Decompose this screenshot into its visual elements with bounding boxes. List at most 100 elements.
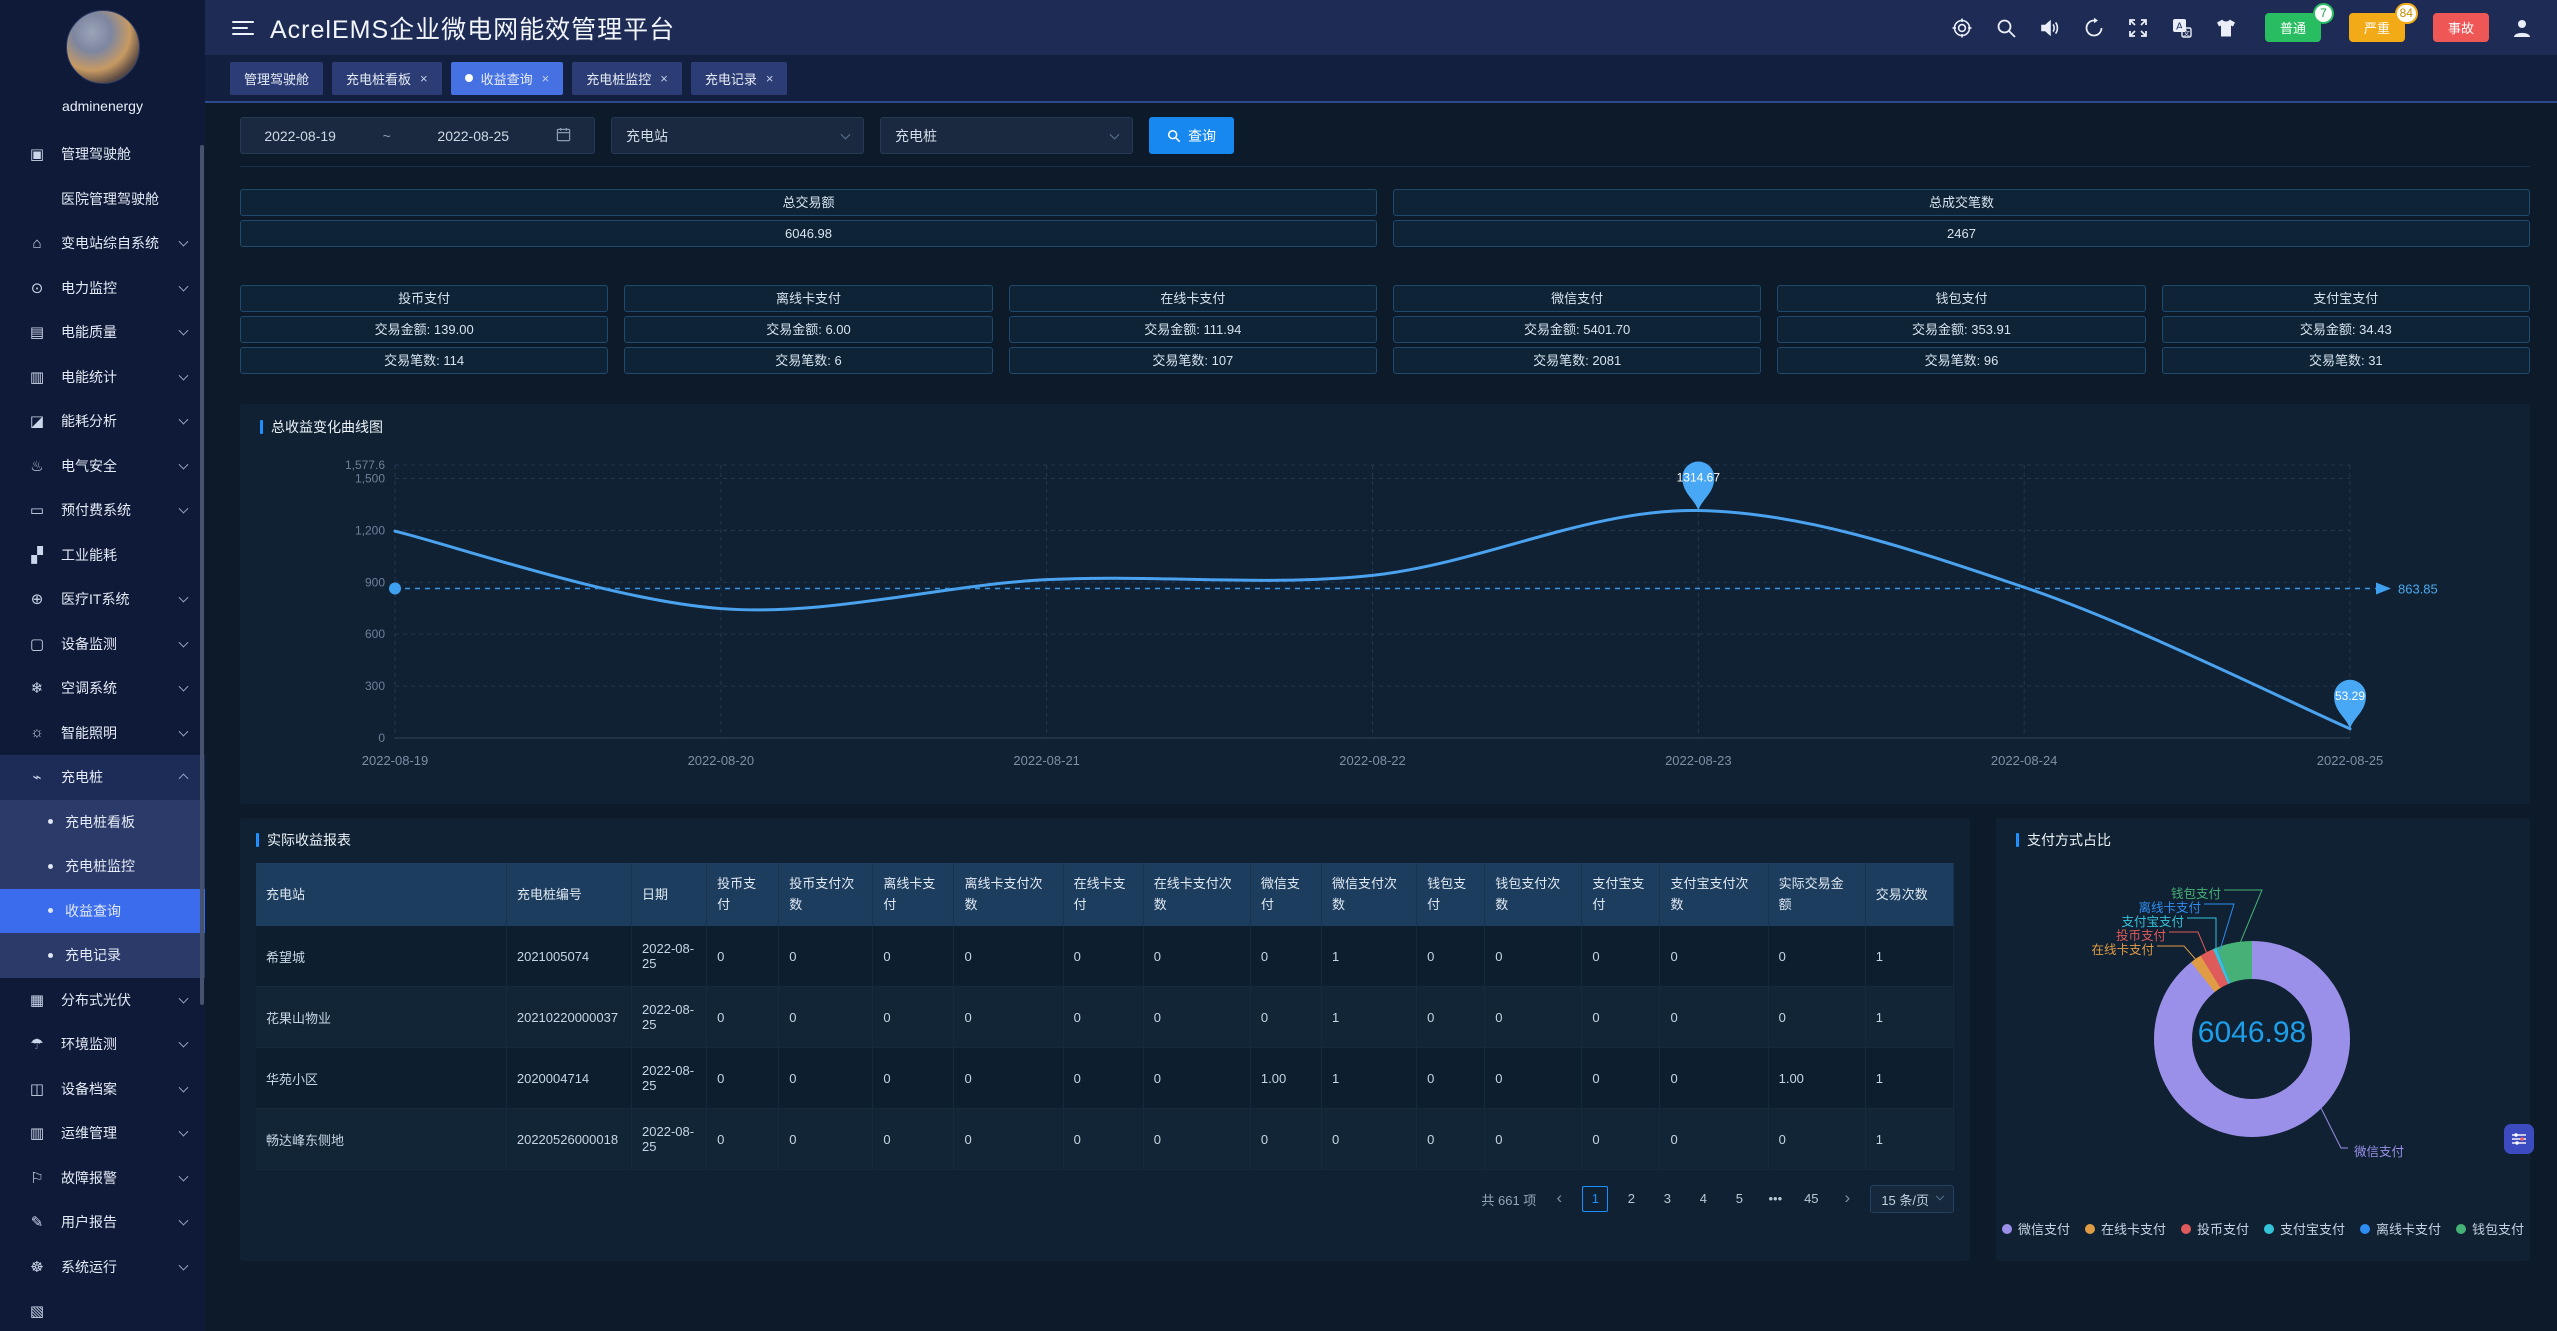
bullet-icon — [48, 864, 53, 869]
tab-bar: 管理驾驶舱 充电桩看板× 收益查询× 充电桩监控× 充电记录× — [205, 55, 2557, 103]
legend-item-alipay[interactable]: 支付宝支付 — [2264, 1219, 2345, 1238]
page-button-4[interactable]: 4 — [1690, 1186, 1716, 1212]
sidebar-item-pv[interactable]: ▦ 分布式光伏 — [0, 978, 205, 1023]
tab-close-icon[interactable]: × — [766, 71, 774, 86]
tab-pile-board[interactable]: 充电桩看板× — [332, 62, 442, 95]
tab-close-icon[interactable]: × — [420, 71, 428, 86]
svg-text:2022-08-19: 2022-08-19 — [362, 753, 429, 768]
sidebar-item-energy-stats[interactable]: ▥ 电能统计 — [0, 355, 205, 400]
sidebar-scrollbar[interactable] — [200, 145, 204, 1005]
sidebar-item-pile-board[interactable]: 充电桩看板 — [0, 800, 205, 845]
sidebar-item-electrical-safety[interactable]: ♨ 电气安全 — [0, 444, 205, 489]
page-button-5[interactable]: 5 — [1726, 1186, 1752, 1212]
chevron-down-icon — [179, 237, 189, 247]
pagination-total: 共 661 项 — [1481, 1190, 1536, 1209]
title-accent-bar — [2016, 833, 2019, 847]
tab-management-cockpit[interactable]: 管理驾驶舱 — [230, 62, 323, 95]
title-accent-bar — [256, 833, 259, 847]
fault-alarm-icon: ⚐ — [26, 1169, 48, 1187]
sidebar-item-prepaid[interactable]: ▭ 预付费系统 — [0, 488, 205, 533]
bottom-row: 实际收益报表 充电站 充电桩编号 日期 投币支付 投币支付 — [240, 818, 2530, 1261]
page-size-select[interactable]: 15 条/页 — [1870, 1185, 1954, 1213]
aim-icon[interactable] — [1951, 17, 1973, 39]
chevron-down-icon — [179, 504, 189, 514]
sidebar-item-device-archive[interactable]: ◫ 设备档案 — [0, 1067, 205, 1112]
hvac-icon: ❄ — [26, 679, 48, 697]
volume-icon[interactable] — [2039, 17, 2061, 39]
refresh-icon[interactable] — [2083, 17, 2105, 39]
page-button-1[interactable]: 1 — [1582, 1186, 1608, 1212]
sidebar-item-device-monitor[interactable]: ▢ 设备监测 — [0, 622, 205, 667]
sidebar-item-ops[interactable]: ▥ 运维管理 — [0, 1111, 205, 1156]
tab-pile-monitor[interactable]: 充电桩监控× — [572, 62, 682, 95]
user-report-icon: ✎ — [26, 1213, 48, 1231]
chevron-down-icon — [179, 415, 189, 425]
alert-accident-button[interactable]: 事故 — [2433, 13, 2489, 42]
sidebar-item-pile-monitor[interactable]: 充电桩监控 — [0, 844, 205, 889]
page-ellipsis[interactable]: ••• — [1762, 1186, 1788, 1212]
sidebar-item-lighting[interactable]: ☼ 智能照明 — [0, 711, 205, 756]
legend-item-wallet[interactable]: 钱包支付 — [2456, 1219, 2524, 1238]
pile-select[interactable]: 充电桩 — [880, 117, 1133, 154]
sidebar-item-system-run[interactable]: ☸ 系统运行 — [0, 1245, 205, 1290]
sidebar-item-user-report[interactable]: ✎ 用户报告 — [0, 1200, 205, 1245]
sidebar-item-industrial-energy[interactable]: ▞ 工业能耗 — [0, 533, 205, 578]
sidebar-menu: ▣ 管理驾驶舱 医院管理驾驶舱 ⌂ 变电站综自系统 ⊙ 电力监控 ▤ 电能质量 … — [0, 132, 205, 1331]
next-page-button[interactable]: › — [1834, 1186, 1860, 1212]
legend-item-coin[interactable]: 投币支付 — [2181, 1219, 2249, 1238]
svg-text:600: 600 — [365, 627, 385, 641]
svg-text:2022-08-23: 2022-08-23 — [1665, 753, 1732, 768]
theme-settings-fab[interactable] — [2504, 1124, 2534, 1154]
sidebar-item-management-cockpit[interactable]: ▣ 管理驾驶舱 — [0, 132, 205, 177]
sidebar-item-medical-it[interactable]: ⊕ 医疗IT系统 — [0, 577, 205, 622]
app-root: adminenergy ▣ 管理驾驶舱 医院管理驾驶舱 ⌂ 变电站综自系统 ⊙ … — [0, 0, 2557, 1331]
tab-charging-records[interactable]: 充电记录× — [691, 62, 788, 95]
chevron-down-icon — [179, 1171, 189, 1181]
tab-revenue-query[interactable]: 收益查询× — [451, 62, 564, 95]
alert-severe-button[interactable]: 严重 84 — [2349, 13, 2405, 42]
sidebar-item-substation[interactable]: ⌂ 变电站综自系统 — [0, 221, 205, 266]
legend-item-wechat[interactable]: 微信支付 — [2002, 1219, 2070, 1238]
sidebar-item-hvac[interactable]: ❄ 空调系统 — [0, 666, 205, 711]
total-amount-value: 6046.98 — [240, 220, 1377, 247]
page-button-2[interactable]: 2 — [1618, 1186, 1644, 1212]
chevron-down-icon — [179, 637, 189, 647]
svg-text:文: 文 — [2183, 28, 2190, 37]
main-content: 2022-08-19 ~ 2022-08-25 充电站 充电桩 — [205, 103, 2557, 1331]
legend-item-offline-card[interactable]: 离线卡支付 — [2360, 1219, 2441, 1238]
theme-icon[interactable] — [2215, 17, 2237, 39]
summary-row: 总交易额 6046.98 总成交笔数 2467 — [240, 189, 2530, 247]
svg-text:0: 0 — [378, 731, 385, 745]
ops-icon: ▥ — [26, 1124, 48, 1142]
tab-close-icon[interactable]: × — [660, 71, 668, 86]
sidebar-item-fault-alarm[interactable]: ⚐ 故障报警 — [0, 1156, 205, 1201]
legend-dot-icon — [2002, 1224, 2012, 1234]
sidebar-item-charging-pile[interactable]: ⌁ 充电桩 — [0, 755, 205, 800]
tab-close-icon[interactable]: × — [542, 71, 550, 86]
fullscreen-icon[interactable] — [2127, 17, 2149, 39]
table-row: 希望城20210050742022-08-2500000001000001 — [256, 926, 1954, 987]
alert-normal-button[interactable]: 普通 7 — [2265, 13, 2321, 42]
callout-online-card: 在线卡支付 — [2091, 939, 2154, 958]
station-select[interactable]: 充电站 — [611, 117, 864, 154]
sidebar-item-env-monitor[interactable]: ☂ 环境监测 — [0, 1022, 205, 1067]
prev-page-button[interactable]: ‹ — [1546, 1186, 1572, 1212]
sidebar-item-charging-records[interactable]: 充电记录 — [0, 933, 205, 978]
hamburger-menu-icon[interactable] — [232, 17, 254, 39]
sidebar-item-energy-analysis[interactable]: ◪ 能耗分析 — [0, 399, 205, 444]
page-button-3[interactable]: 3 — [1654, 1186, 1680, 1212]
svg-text:2022-08-25: 2022-08-25 — [2317, 753, 2384, 768]
page-button-45[interactable]: 45 — [1798, 1186, 1824, 1212]
search-icon — [1167, 129, 1181, 143]
date-range-input[interactable]: 2022-08-19 ~ 2022-08-25 — [240, 117, 595, 154]
query-button[interactable]: 查询 — [1149, 117, 1234, 154]
sidebar-item-hospital-cockpit[interactable]: 医院管理驾驶舱 — [0, 177, 205, 222]
legend-item-online-card[interactable]: 在线卡支付 — [2085, 1219, 2166, 1238]
sidebar-item-power-monitor[interactable]: ⊙ 电力监控 — [0, 266, 205, 311]
user-icon[interactable] — [2511, 17, 2533, 39]
search-icon[interactable] — [1995, 17, 2017, 39]
sidebar-item-partial[interactable]: ▧ — [0, 1289, 205, 1331]
sidebar-item-power-quality[interactable]: ▤ 电能质量 — [0, 310, 205, 355]
translate-icon[interactable]: A文 — [2171, 17, 2193, 39]
sidebar-item-revenue-query[interactable]: 收益查询 — [0, 889, 205, 934]
